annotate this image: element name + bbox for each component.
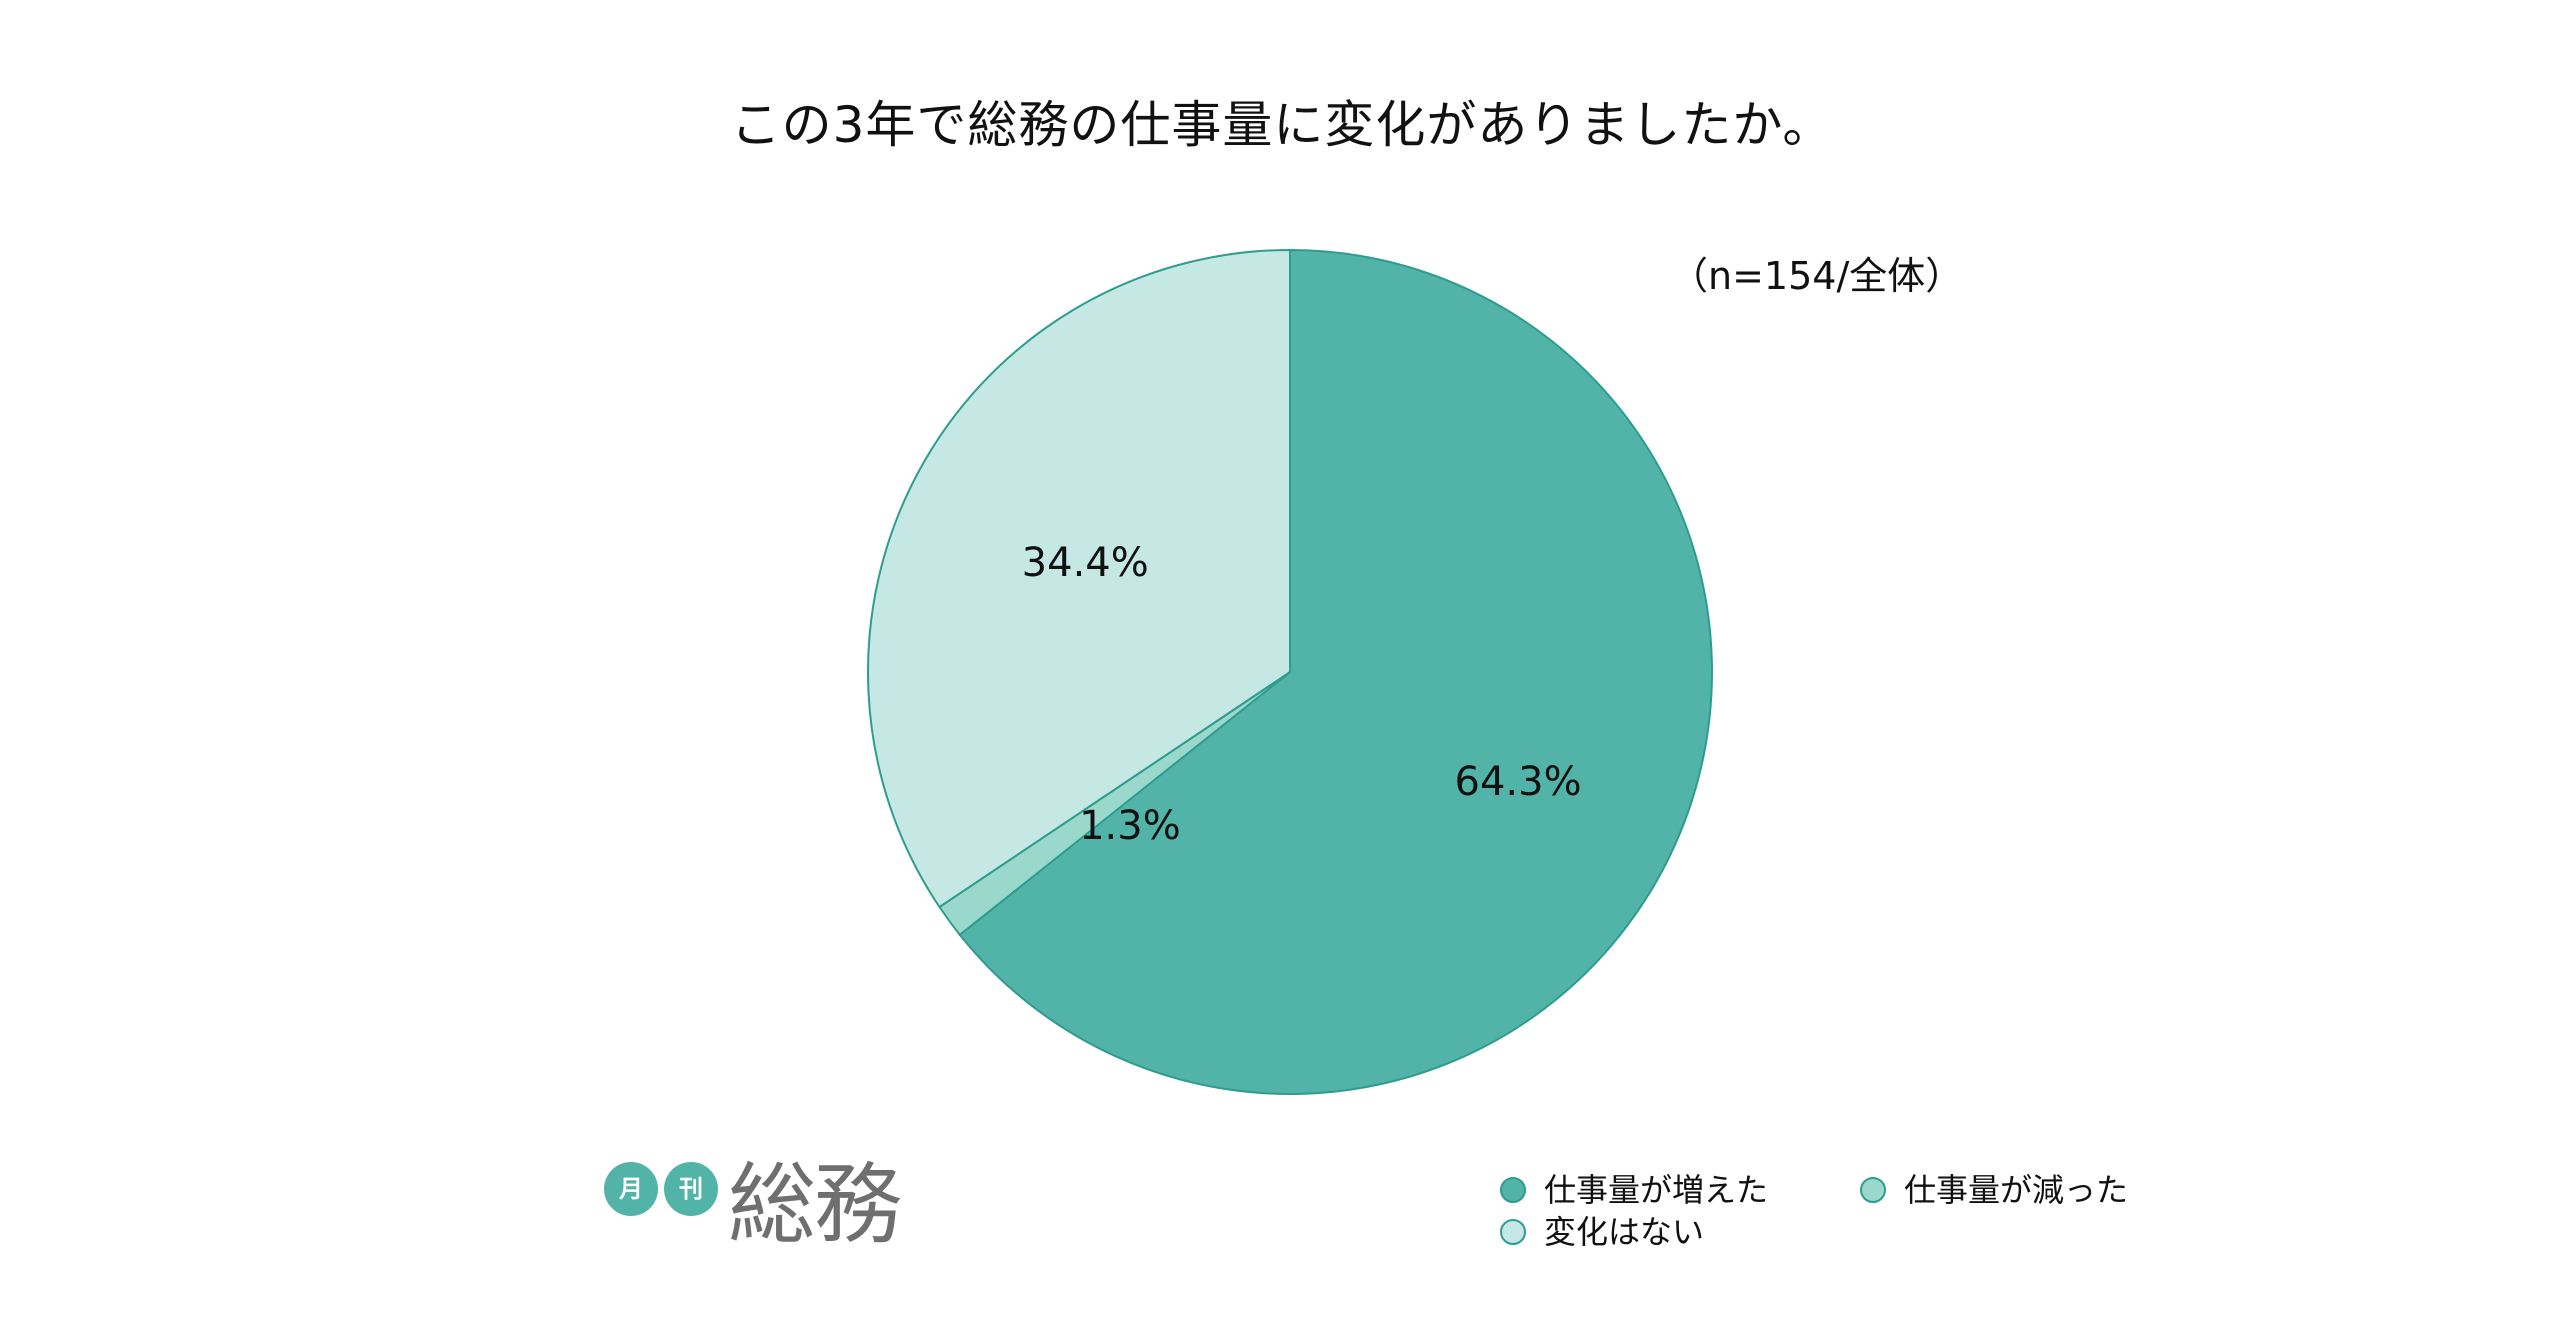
sample-size-note: （n=154/全体）: [1670, 254, 1964, 298]
legend-label: 仕事量が増えた: [1544, 1171, 1769, 1209]
legend-swatch: [1500, 1219, 1526, 1245]
slice-label-1: 64.3%: [1454, 758, 1582, 805]
pie-slice-3: [867, 248, 1291, 909]
logo-badge-month: 月: [604, 1162, 658, 1216]
logo-badge-issue: 刊: [664, 1162, 718, 1216]
legend-swatch: [1860, 1177, 1886, 1203]
legend: 仕事量が増えた 仕事量が減った変化はない: [1500, 1170, 2300, 1270]
legend-label: 変化はない: [1544, 1213, 1705, 1251]
legend-item-3: 変化はない: [1500, 1212, 1704, 1252]
legend-label: 仕事量が減った: [1904, 1171, 2129, 1209]
pie-slice-1: [958, 248, 1713, 1095]
slice-label-3: 34.4%: [1021, 539, 1149, 586]
slice-label-2: 1.3%: [1079, 803, 1181, 850]
legend-item-2: 仕事量が減った: [1860, 1170, 2128, 1210]
publication-logo: 月 刊 総務: [604, 1150, 924, 1270]
legend-item-1: 仕事量が増えた: [1500, 1170, 1768, 1210]
logo-wordmark: 総務: [728, 1153, 902, 1256]
legend-swatch: [1500, 1177, 1526, 1203]
chart-title: この3年で総務の仕事量に変化がありましたか。: [730, 96, 1834, 154]
